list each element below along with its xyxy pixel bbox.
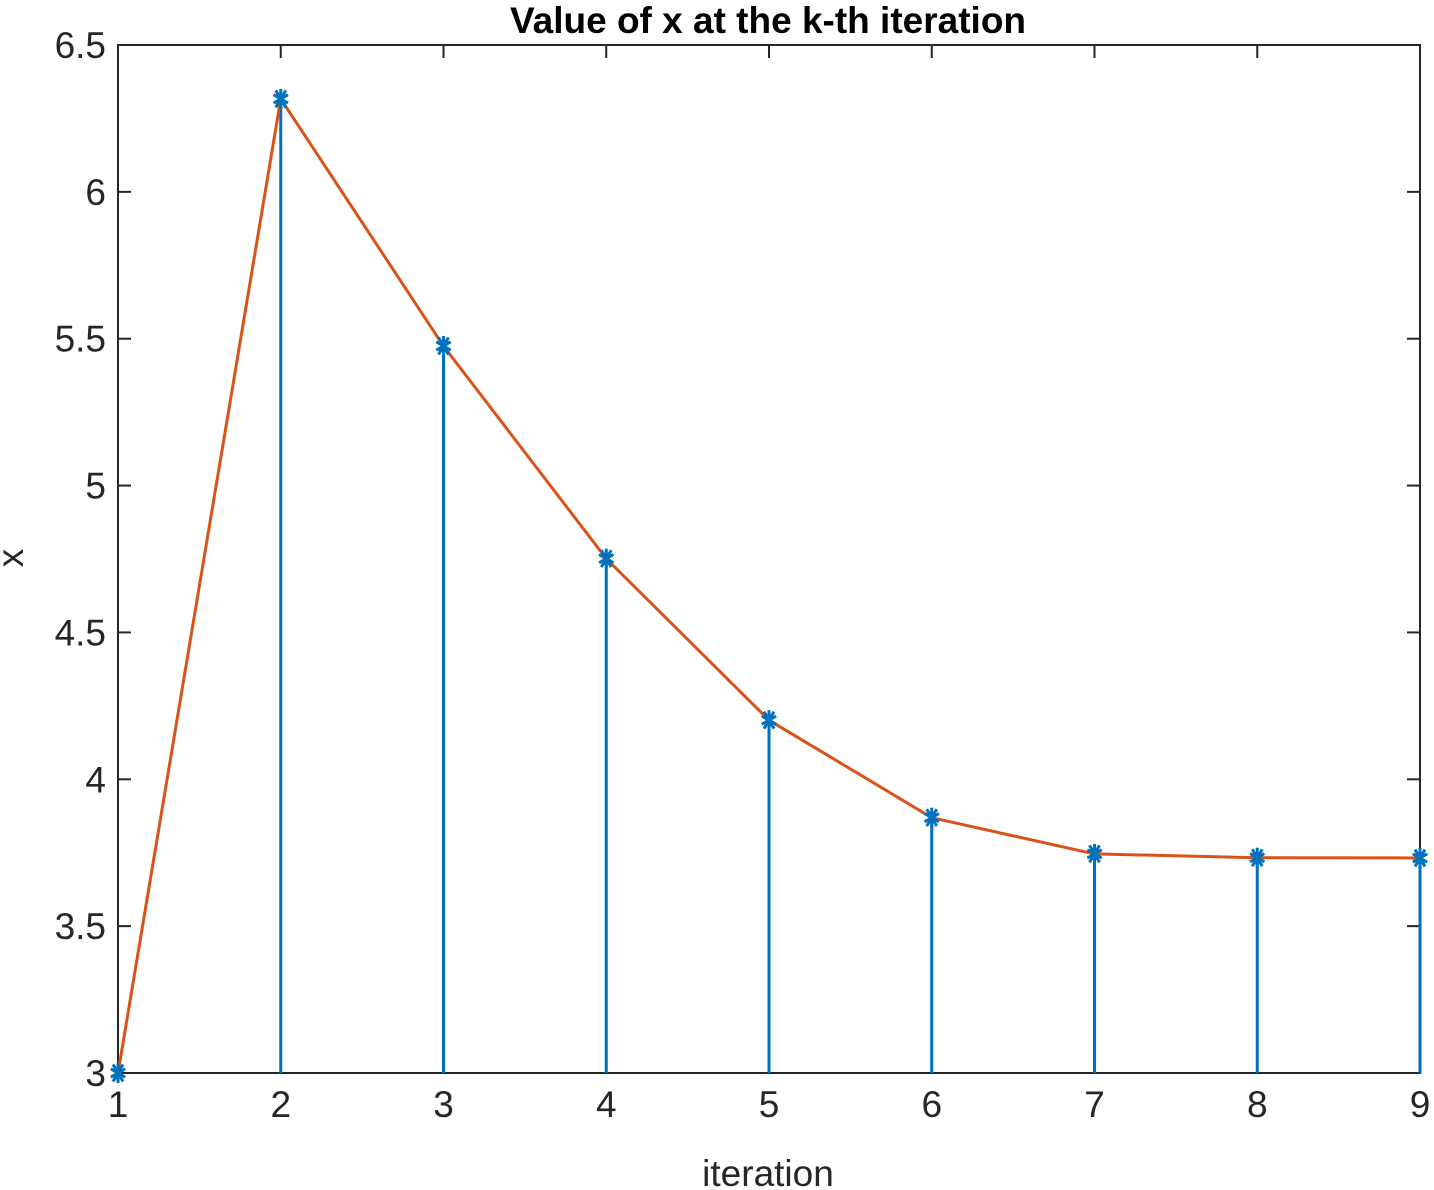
marker-stroke xyxy=(111,1063,125,1083)
x-tick-label: 6 xyxy=(921,1084,942,1125)
y-tick-label: 4.5 xyxy=(55,612,106,653)
x-tick-label: 4 xyxy=(596,1084,617,1125)
x-tick-label: 8 xyxy=(1247,1084,1268,1125)
x-tick-label: 7 xyxy=(1084,1084,1105,1125)
data-point-marker xyxy=(1412,847,1428,868)
data-point-marker xyxy=(923,807,940,828)
y-tick-label: 5 xyxy=(85,466,106,507)
x-axis-label: iteration xyxy=(702,1153,834,1190)
marker-stroke xyxy=(1088,844,1101,864)
marker-stroke xyxy=(1413,848,1427,868)
marker-stroke xyxy=(437,336,450,356)
x-tick-label: 2 xyxy=(270,1084,291,1125)
y-tick-label: 6.5 xyxy=(55,25,106,66)
data-point-marker xyxy=(1086,843,1103,864)
y-axis-label: x xyxy=(0,548,31,567)
chart-title: Value of x at the k-th iteration xyxy=(510,0,1026,41)
y-tick-label: 3.5 xyxy=(55,906,106,947)
marker-stroke xyxy=(599,549,613,568)
data-point-marker xyxy=(272,88,289,109)
x-tick-label: 3 xyxy=(433,1084,454,1125)
marker-stroke xyxy=(274,89,288,109)
marker-stroke xyxy=(925,808,939,827)
x-tick-label: 1 xyxy=(108,1084,129,1125)
marker-stroke xyxy=(1250,848,1264,867)
x-tick-label: 9 xyxy=(1410,1084,1431,1125)
data-point-marker xyxy=(1249,847,1266,868)
data-point-marker xyxy=(598,548,615,569)
data-point-marker xyxy=(110,1063,126,1083)
y-tick-label: 4 xyxy=(85,759,106,800)
y-tick-label: 3 xyxy=(85,1053,106,1094)
data-point-marker xyxy=(761,710,777,731)
marker-stroke xyxy=(762,710,776,730)
x-tick-label: 5 xyxy=(759,1084,780,1125)
y-tick-label: 5.5 xyxy=(55,319,106,360)
data-point-marker xyxy=(435,336,452,357)
y-tick-label: 6 xyxy=(85,172,106,213)
